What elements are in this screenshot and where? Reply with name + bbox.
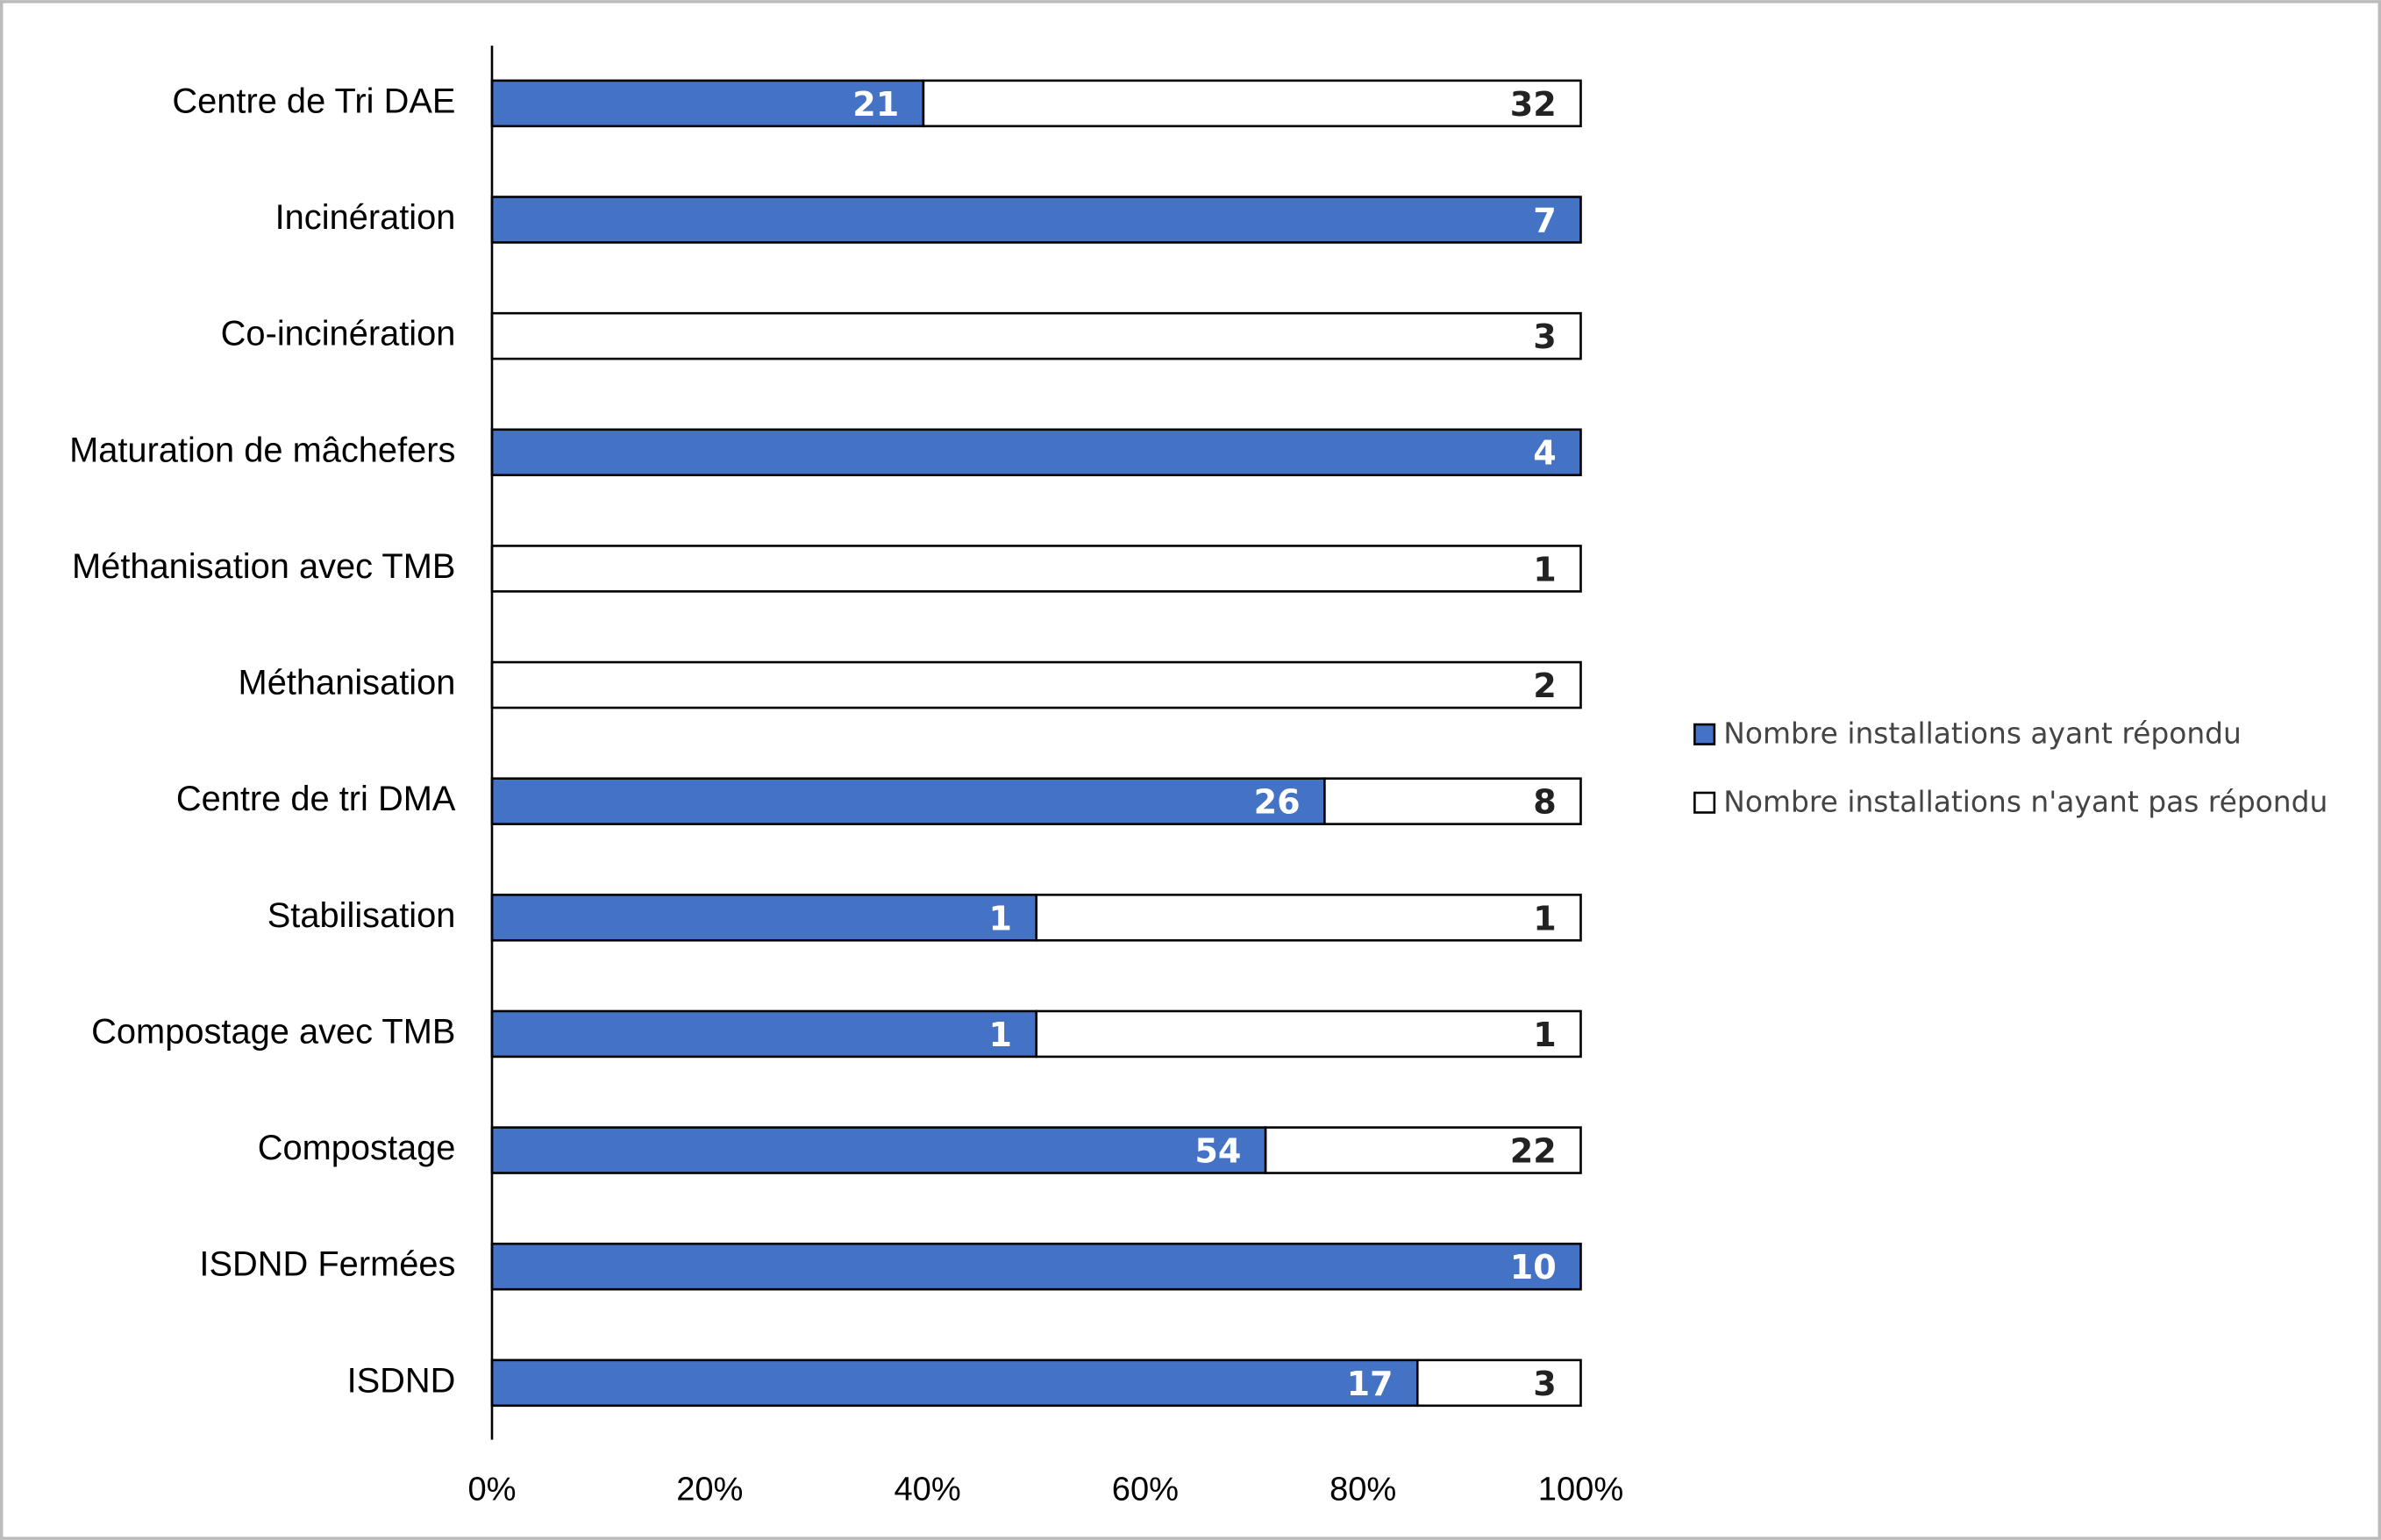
bar-segment — [490, 1009, 1038, 1059]
bar-segment — [1264, 1126, 1582, 1174]
bar-segment — [490, 196, 1582, 244]
value-label: 8 — [1533, 783, 1557, 822]
bar-segment — [1323, 777, 1582, 825]
value-label: 3 — [1533, 317, 1557, 356]
category-label: ISDND — [347, 1361, 456, 1400]
bar-segment — [490, 79, 925, 128]
value-label: 3 — [1533, 1365, 1557, 1403]
bar-segment — [1415, 1358, 1582, 1408]
bar-segment — [490, 428, 1582, 477]
value-label: 1 — [1533, 550, 1557, 588]
bar-segment — [1035, 894, 1582, 942]
value-label: 22 — [1510, 1132, 1557, 1171]
category-label: Méthanisation — [239, 664, 456, 702]
bar-segment — [490, 311, 1582, 360]
legend-label: Nombre installations n'ayant pas répondu — [1723, 785, 2328, 819]
x-tick-label: 60% — [1112, 1472, 1179, 1508]
value-label: 32 — [1510, 85, 1557, 124]
value-label: 7 — [1533, 201, 1557, 239]
category-label: Maturation de mâchefers — [69, 431, 455, 469]
bar-segment — [490, 777, 1326, 825]
value-label: 21 — [852, 85, 899, 124]
category-label: Centre de Tri DAE — [172, 82, 455, 120]
category-label: Stabilisation — [267, 896, 456, 935]
value-label: 17 — [1347, 1365, 1394, 1403]
value-label: 4 — [1533, 434, 1557, 473]
bar-segment — [490, 894, 1038, 942]
value-label: 1 — [1533, 899, 1557, 938]
x-tick-label: 40% — [894, 1472, 960, 1508]
value-label: 26 — [1254, 783, 1301, 822]
category-label: Compostage avec TMB — [91, 1012, 455, 1051]
bar-segment — [490, 1242, 1582, 1291]
category-label: ISDND Fermées — [199, 1245, 455, 1284]
value-label: 2 — [1533, 667, 1557, 705]
value-label: 54 — [1194, 1132, 1241, 1171]
category-label: Centre de tri DMA — [176, 780, 456, 818]
x-tick-label: 100% — [1538, 1472, 1623, 1508]
x-tick-label: 80% — [1330, 1472, 1396, 1508]
x-tick-label: 0% — [467, 1472, 516, 1508]
legend-swatch — [1693, 723, 1716, 745]
bar-segment — [490, 545, 1582, 593]
category-label: Co-incinération — [221, 315, 456, 353]
bar-segment — [490, 660, 1582, 709]
value-label: 1 — [989, 899, 1013, 938]
legend-label: Nombre installations ayant répondu — [1723, 717, 2242, 751]
value-label: 1 — [1533, 1016, 1557, 1054]
bar-segment — [1035, 1009, 1582, 1059]
category-label: Méthanisation avec TMB — [72, 547, 455, 586]
bar-segment — [922, 79, 1582, 128]
bar-segment — [490, 1358, 1419, 1408]
value-label: 10 — [1510, 1248, 1557, 1287]
category-label: Compostage — [258, 1129, 456, 1167]
bar-segment — [490, 1126, 1267, 1174]
category-label: Incinération — [275, 198, 456, 237]
legend-swatch — [1693, 791, 1716, 814]
x-tick-label: 20% — [676, 1472, 743, 1508]
value-label: 1 — [989, 1016, 1013, 1054]
